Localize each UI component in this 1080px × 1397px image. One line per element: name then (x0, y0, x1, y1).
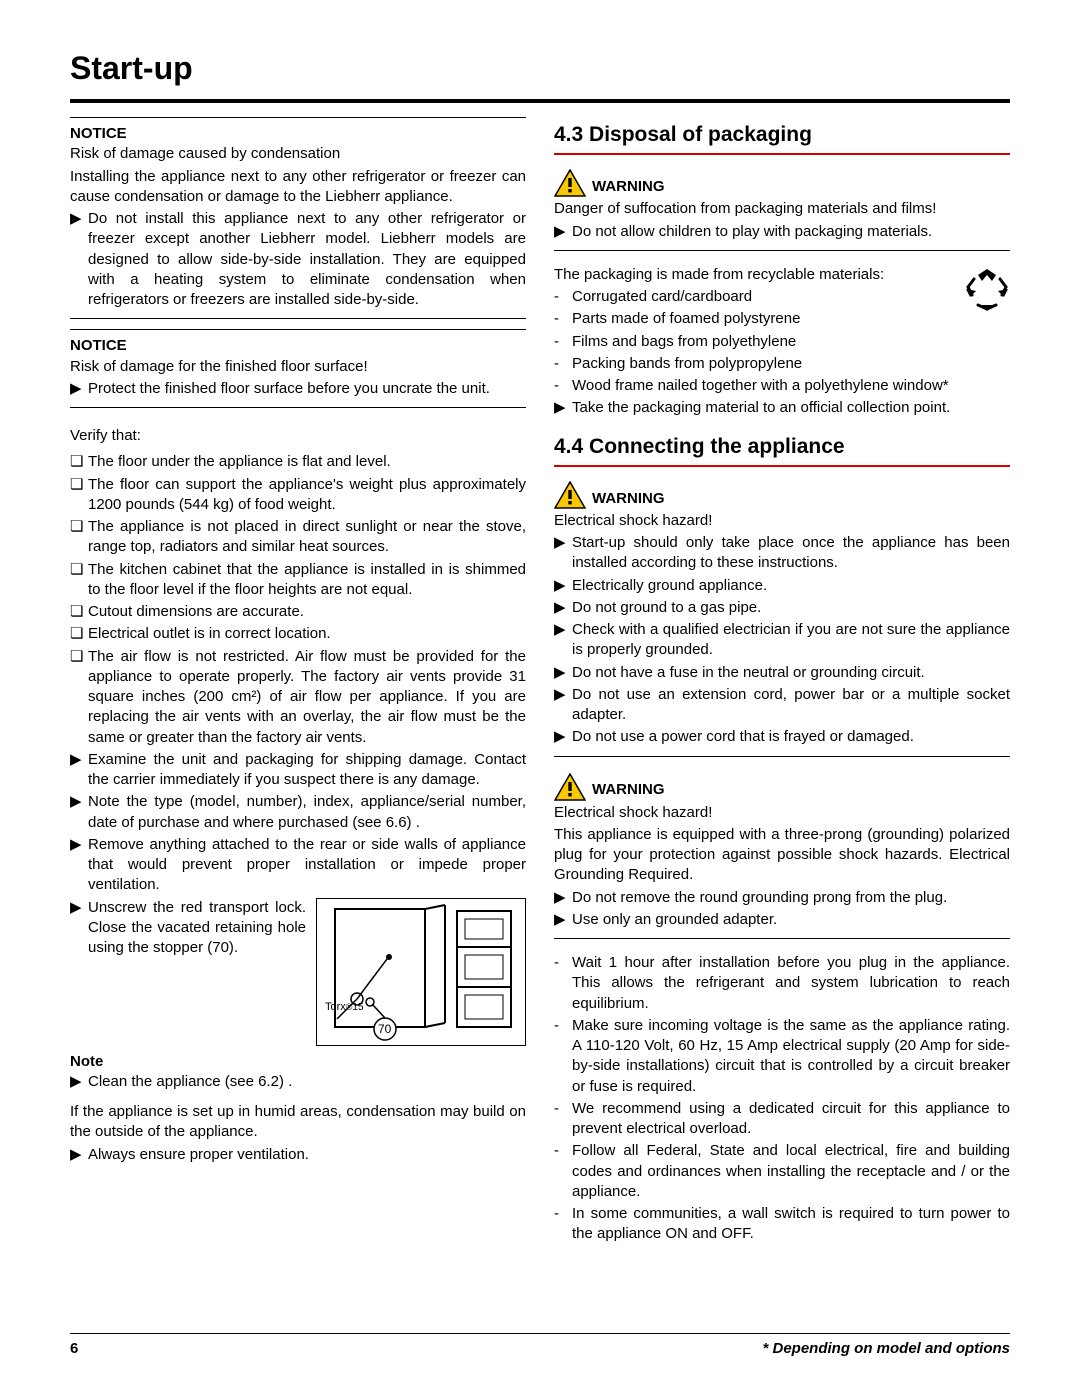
action-item: ▶Do not allow children to play with pack… (554, 222, 1010, 242)
action-item: ▶Always ensure proper ventilation. (70, 1145, 526, 1165)
list-item: -Packing bands from polypropylene (554, 354, 1010, 374)
notice-text: Risk of damage caused by condensation (70, 144, 526, 164)
footer-note: * Depending on model and options (763, 1340, 1011, 1357)
action-item: ▶Clean the appliance (see 6.2) . (70, 1072, 526, 1092)
checklist-item: ❏The appliance is not placed in direct s… (70, 517, 526, 558)
recycle-icon (964, 265, 1010, 311)
notice-block-1: NOTICE Risk of damage caused by condensa… (70, 117, 526, 319)
pkg-intro: The packaging is made from recyclable ma… (554, 265, 1010, 285)
action-item: ▶Do not remove the round grounding prong… (554, 888, 1010, 908)
action-item: ▶Remove anything attached to the rear or… (70, 835, 526, 896)
list-item: -Make sure incoming voltage is the same … (554, 1016, 1010, 1097)
list-item: -Wait 1 hour after installation before y… (554, 953, 1010, 1014)
warning-icon (554, 481, 586, 509)
action-item: ▶Note the type (model, number), index, a… (70, 792, 526, 833)
action-item: ▶Electrically ground appliance. (554, 576, 1010, 596)
left-column: NOTICE Risk of damage caused by condensa… (70, 117, 526, 1247)
section-4-4-title: 4.4 Connecting the appliance (554, 433, 1010, 461)
verify-intro: Verify that: (70, 426, 526, 446)
page-title: Start-up (70, 50, 1010, 87)
warning-text: Electrical shock hazard! (554, 511, 1010, 531)
list-item: -Wood frame nailed together with a polye… (554, 376, 1010, 396)
warning-text: Danger of suffocation from packaging mat… (554, 199, 1010, 219)
notice-text: Risk of damage for the finished floor su… (70, 357, 526, 377)
humid-text: If the appliance is set up in humid area… (70, 1102, 526, 1143)
warning-block: WARNING Electrical shock hazard! ▶Start-… (554, 475, 1010, 757)
action-item: ▶Start-up should only take place once th… (554, 533, 1010, 574)
warning-text: Electrical shock hazard! (554, 803, 1010, 823)
warning-block: WARNING Danger of suffocation from packa… (554, 163, 1010, 251)
notice-label: NOTICE (70, 124, 526, 144)
page-footer: 6 * Depending on model and options (70, 1333, 1010, 1357)
page-number: 6 (70, 1340, 78, 1357)
warning-label: WARNING (592, 177, 665, 197)
warning-text: This appliance is equipped with a three-… (554, 825, 1010, 886)
warning-icon (554, 169, 586, 197)
list-item: -In some communities, a wall switch is r… (554, 1204, 1010, 1245)
fig-torx-label: Torx®15 (325, 1000, 364, 1015)
fig-70-label: 70 (378, 1021, 391, 1037)
checklist-item: ❏Electrical outlet is in correct locatio… (70, 624, 526, 644)
notice-label: NOTICE (70, 336, 526, 356)
note-label: Note (70, 1052, 526, 1072)
checklist-item: ❏The kitchen cabinet that the appliance … (70, 560, 526, 601)
checklist-item: ❏Cutout dimensions are accurate. (70, 602, 526, 622)
transport-lock-figure: Torx®15 70 (316, 898, 526, 1046)
warning-label: WARNING (592, 489, 665, 509)
warning-label: WARNING (592, 780, 665, 800)
warning-icon (554, 773, 586, 801)
list-item: -We recommend using a dedicated circuit … (554, 1099, 1010, 1140)
action-item: ▶Do not have a fuse in the neutral or gr… (554, 663, 1010, 683)
section-4-3-title: 4.3 Disposal of packaging (554, 121, 1010, 149)
action-item: ▶Examine the unit and packaging for ship… (70, 750, 526, 791)
warning-block: WARNING Electrical shock hazard! This ap… (554, 767, 1010, 940)
checklist-item: ❏The floor can support the appliance's w… (70, 475, 526, 516)
notice-text: Installing the appliance next to any oth… (70, 167, 526, 208)
two-column-layout: NOTICE Risk of damage caused by condensa… (70, 117, 1010, 1247)
list-item: -Follow all Federal, State and local ele… (554, 1141, 1010, 1202)
checklist-item: ❏The floor under the appliance is flat a… (70, 452, 526, 472)
action-item: ▶Do not use an extension cord, power bar… (554, 685, 1010, 726)
notice-block-2: NOTICE Risk of damage for the finished f… (70, 329, 526, 408)
action-item: ▶Do not use a power cord that is frayed … (554, 727, 1010, 747)
right-column: 4.3 Disposal of packaging WARNING Danger… (554, 117, 1010, 1247)
figure-row: ▶Unscrew the red transport lock. Close t… (70, 898, 526, 1046)
action-item: ▶Take the packaging material to an offic… (554, 398, 1010, 418)
title-rule (70, 99, 1010, 103)
action-item: ▶Do not install this appliance next to a… (70, 209, 526, 310)
action-item: ▶Use only an grounded adapter. (554, 910, 1010, 930)
checklist-item: ❏The air flow is not restricted. Air flo… (70, 647, 526, 748)
list-item: -Parts made of foamed polystyrene (554, 309, 956, 329)
list-item: -Corrugated card/cardboard (554, 287, 956, 307)
red-rule (554, 465, 1010, 467)
action-item: ▶Do not ground to a gas pipe. (554, 598, 1010, 618)
red-rule (554, 153, 1010, 155)
action-item: ▶Protect the finished floor surface befo… (70, 379, 526, 399)
list-item: -Films and bags from polyethylene (554, 332, 1010, 352)
action-item: ▶Check with a qualified electrician if y… (554, 620, 1010, 661)
